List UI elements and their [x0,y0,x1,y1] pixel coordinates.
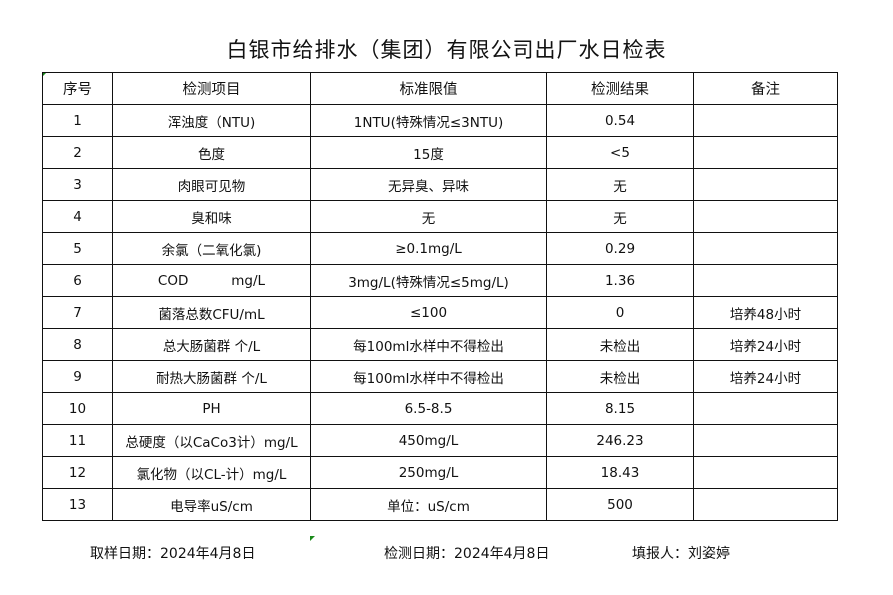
test-item-cell[interactable]: 总硬度（以CaCo3计）mg/L [112,424,311,457]
test-date: 检测日期：2024年4月8日 [384,546,550,562]
standard-limit-cell[interactable]: 3mg/L(特殊情况≤5mg/L) [310,264,547,297]
row-number-cell[interactable]: 11 [42,424,113,457]
inspection-table: 序号 检测项目 标准限值 检测结果 备注 1 浑浊度（NTU) 1NTU(特殊情况≤… [42,72,838,521]
test-item-cell[interactable]: PH [112,392,311,425]
table-row: 12 氯化物（以CL-计）mg/L 250mg/L 18.43 [42,456,838,489]
standard-limit-cell[interactable]: 15度 [310,136,547,169]
test-item-cell[interactable]: 菌落总数CFU/mL [112,296,311,329]
test-item-cell[interactable]: 色度 [112,136,311,169]
remarks-cell[interactable] [693,104,838,137]
remarks-cell[interactable] [693,264,838,297]
row-number-cell[interactable]: 7 [42,296,113,329]
reporter: 填报人：刘姿婷 [632,546,730,562]
cell-marker [310,536,315,541]
test-item-cell[interactable]: 浑浊度（NTU) [112,104,311,137]
test-result-cell[interactable]: 246.23 [546,424,694,457]
remarks-cell[interactable]: 培养24小时 [693,328,838,361]
standard-limit-cell[interactable]: 无异臭、异味 [310,168,547,201]
standard-limit-cell[interactable]: 1NTU(特殊情况≤3NTU) [310,104,547,137]
row-number-cell[interactable]: 12 [42,456,113,489]
table-row: 5 余氯（二氧化氯) ≥0.1mg/L 0.29 [42,232,838,265]
standard-limit-cell[interactable]: 6.5-8.5 [310,392,547,425]
standard-limit-cell[interactable]: 每100ml水样中不得检出 [310,360,547,393]
remarks-cell[interactable]: 培养48小时 [693,296,838,329]
test-result-cell[interactable]: 0 [546,296,694,329]
header-cell[interactable]: 检测结果 [546,72,694,105]
table-header-row: 序号 检测项目 标准限值 检测结果 备注 [42,72,838,105]
table-row: 10 PH 6.5-8.5 8.15 [42,392,838,425]
table-row: 1 浑浊度（NTU) 1NTU(特殊情况≤3NTU) 0.54 [42,104,838,137]
standard-limit-cell[interactable]: 无 [310,200,547,233]
remarks-cell[interactable] [693,232,838,265]
header-cell[interactable]: 检测项目 [112,72,311,105]
header-cell[interactable]: 备注 [693,72,838,105]
test-result-cell[interactable]: 无 [546,200,694,233]
row-number-cell[interactable]: 13 [42,488,113,521]
row-number-cell[interactable]: 8 [42,328,113,361]
test-item-cell[interactable]: 肉眼可见物 [112,168,311,201]
remarks-cell[interactable] [693,424,838,457]
test-result-cell[interactable]: 18.43 [546,456,694,489]
row-number-cell[interactable]: 10 [42,392,113,425]
standard-limit-cell[interactable]: 每100ml水样中不得检出 [310,328,547,361]
remarks-cell[interactable] [693,168,838,201]
remarks-cell[interactable]: 培养24小时 [693,360,838,393]
test-item-cell[interactable]: 氯化物（以CL-计）mg/L [112,456,311,489]
test-item-cell[interactable]: 耐热大肠菌群 个/L [112,360,311,393]
standard-limit-cell[interactable]: ≤100 [310,296,547,329]
test-result-cell[interactable]: 无 [546,168,694,201]
test-result-cell[interactable]: 0.54 [546,104,694,137]
table-row: 6 COD mg/L 3mg/L(特殊情况≤5mg/L) 1.36 [42,264,838,297]
remarks-cell[interactable] [693,392,838,425]
remarks-cell[interactable] [693,136,838,169]
row-number-cell[interactable]: 3 [42,168,113,201]
test-item-cell[interactable]: 电导率uS/cm [112,488,311,521]
remarks-cell[interactable] [693,200,838,233]
test-result-cell[interactable]: 1.36 [546,264,694,297]
row-number-cell[interactable]: 5 [42,232,113,265]
row-number-cell[interactable]: 9 [42,360,113,393]
table-row: 13 电导率uS/cm 单位：uS/cm 500 [42,488,838,521]
test-item-cell[interactable]: COD mg/L [112,264,311,297]
row-number-cell[interactable]: 6 [42,264,113,297]
header-cell[interactable]: 序号 [42,72,113,105]
table-row: 3 肉眼可见物 无异臭、异味无 [42,168,838,201]
table-row: 11 总硬度（以CaCo3计）mg/L 450mg/L 246.23 [42,424,838,457]
test-item-cell[interactable]: 臭和味 [112,200,311,233]
table-row: 7 菌落总数CFU/mL ≤100 0 培养48小时 [42,296,838,329]
test-item-cell[interactable]: 余氯（二氧化氯) [112,232,311,265]
page-title: 白银市给排水（集团）有限公司出厂水日检表 [226,38,667,62]
remarks-cell[interactable] [693,456,838,489]
standard-limit-cell[interactable]: 450mg/L [310,424,547,457]
test-result-cell[interactable]: 8.15 [546,392,694,425]
standard-limit-cell[interactable]: 250mg/L [310,456,547,489]
test-result-cell[interactable]: 未检出 [546,360,694,393]
table-row: 9 耐热大肠菌群 个/L 每100ml水样中不得检出 未检出 培养24小时 [42,360,838,393]
row-number-cell[interactable]: 4 [42,200,113,233]
table-row: 2 色度 15度 <5 [42,136,838,169]
table-row: 4 臭和味无无 [42,200,838,233]
test-item-cell[interactable]: 总大肠菌群 个/L [112,328,311,361]
header-cell[interactable]: 标准限值 [310,72,547,105]
test-result-cell[interactable]: 未检出 [546,328,694,361]
remarks-cell[interactable] [693,488,838,521]
test-result-cell[interactable]: 500 [546,488,694,521]
table-row: 8 总大肠菌群 个/L 每100ml水样中不得检出 未检出 培养24小时 [42,328,838,361]
test-result-cell[interactable]: <5 [546,136,694,169]
standard-limit-cell[interactable]: 单位：uS/cm [310,488,547,521]
row-number-cell[interactable]: 2 [42,136,113,169]
sampling-date: 取样日期：2024年4月8日 [90,546,256,562]
test-result-cell[interactable]: 0.29 [546,232,694,265]
row-number-cell[interactable]: 1 [42,104,113,137]
standard-limit-cell[interactable]: ≥0.1mg/L [310,232,547,265]
